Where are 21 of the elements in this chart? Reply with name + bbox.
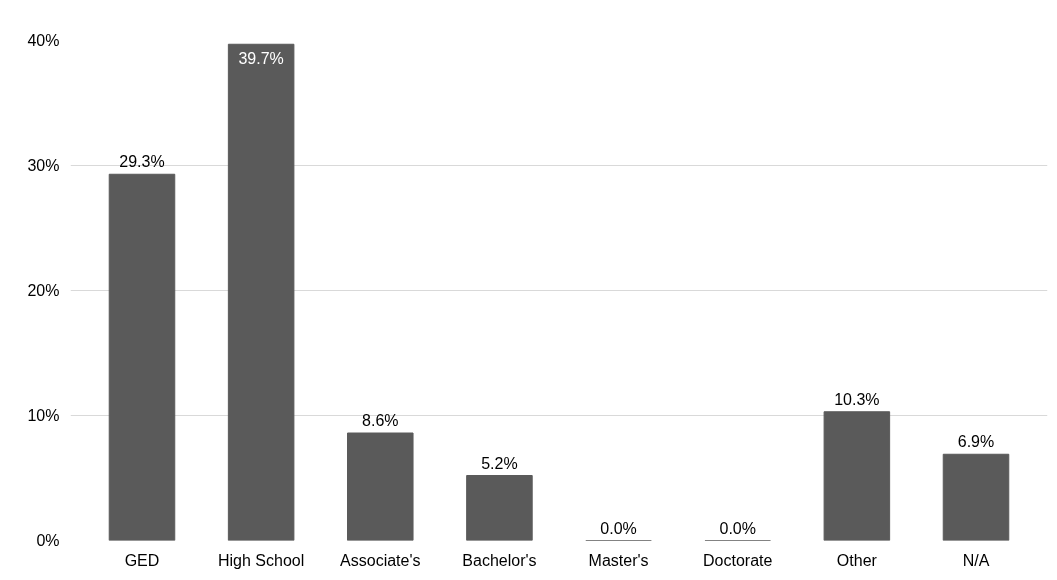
data-label: 6.9%	[957, 433, 995, 451]
data-label: 10.3%	[834, 390, 880, 408]
data-label: 0.0%	[600, 519, 637, 537]
y-tick-label: 30%	[27, 157, 60, 174]
y-tick-label: 0%	[36, 532, 60, 549]
x-tick-label: N/A	[962, 551, 990, 569]
data-label: 39.7%	[238, 50, 284, 68]
x-tick-label: Master's	[588, 551, 649, 569]
x-tick-label: High School	[218, 551, 305, 569]
data-label: 5.2%	[481, 454, 518, 472]
x-tick-label: Other	[836, 551, 878, 569]
data-label: 0.0%	[719, 519, 756, 537]
x-tick-label: Associate's	[340, 551, 421, 569]
data-label: 29.3%	[119, 153, 165, 171]
x-tick-label: Doctorate	[703, 551, 773, 569]
y-tick-label: 40%	[27, 32, 60, 49]
x-tick-label: Bachelor's	[462, 551, 537, 569]
y-tick-label: 10%	[27, 407, 60, 424]
data-label: 8.6%	[362, 412, 399, 429]
x-tick-label: GED	[124, 551, 160, 569]
y-tick-label: 20%	[27, 282, 60, 299]
